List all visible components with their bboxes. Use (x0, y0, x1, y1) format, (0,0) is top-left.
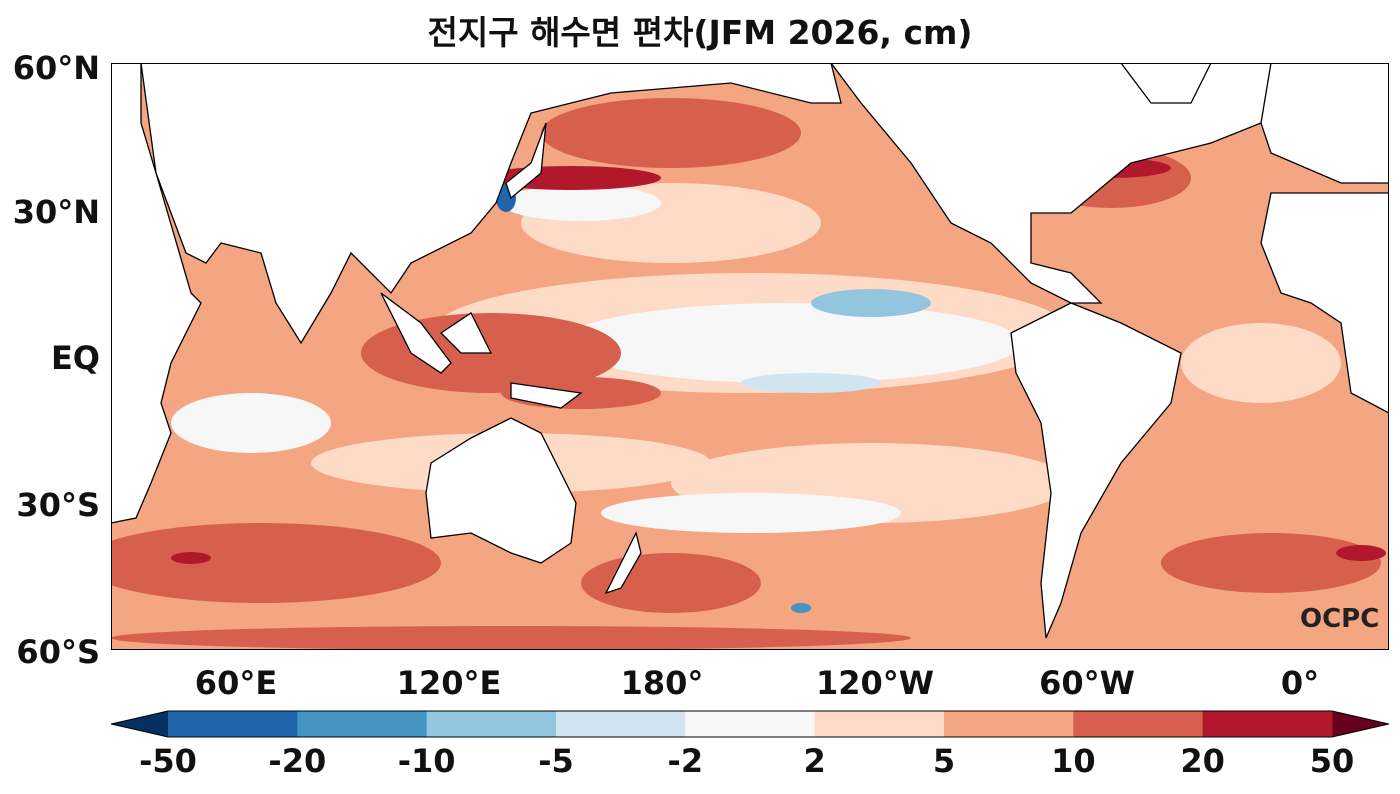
colorbar-bin (944, 711, 1074, 737)
land-japan (505, 122, 547, 200)
colorbar-tick-label: -50 (139, 742, 197, 780)
colorbar-tick-label: -5 (538, 742, 574, 780)
lon-label-180: 180° (620, 664, 704, 702)
lon-label-60e: 60°E (194, 664, 278, 702)
lon-label-60w: 60°W (1039, 664, 1135, 702)
lat-label-60s: 60°S (16, 633, 100, 671)
land-north-america (830, 63, 1292, 304)
land-south-america (1010, 302, 1182, 639)
land-greenland-europe (1120, 63, 1389, 184)
colorbar-tick-label: 10 (1051, 742, 1096, 780)
map-title: 전지구 해수면 편차(JFM 2026, cm) (427, 13, 973, 52)
colorbar-tick-label: -20 (268, 742, 327, 780)
colorbar-tick-label: -2 (667, 742, 704, 780)
land-masses (111, 63, 1389, 639)
land-africa-west (1260, 192, 1389, 414)
colorbar-bin (814, 711, 945, 737)
land-maritime-asia (380, 292, 583, 409)
colorbar-tick-label: -10 (397, 742, 456, 780)
colorbar-tick-label: 2 (803, 742, 826, 780)
lat-label-30n: 30°N (12, 193, 100, 231)
colorbar-bin (685, 711, 816, 737)
colorbar-bin (1202, 711, 1333, 737)
colorbar-bin (297, 711, 428, 737)
colorbar-tick-label: 50 (1309, 742, 1355, 780)
lat-label-eq: EQ (50, 339, 100, 377)
colorbar-tick-label: 20 (1180, 742, 1225, 780)
colorbar-bin (168, 711, 298, 737)
ocpc-credit: OCPC (1300, 604, 1380, 634)
lon-label-0: 0° (1280, 664, 1320, 702)
lat-label-30s: 30°S (16, 486, 100, 524)
lon-label-120e: 120°E (396, 664, 502, 702)
sea-level-anomaly-map (111, 63, 1389, 650)
lon-label-120w: 120°W (815, 664, 935, 702)
map-frame (111, 63, 1389, 650)
land-eurasia (140, 63, 842, 345)
colorbar-outline (111, 710, 1389, 738)
land-australia (425, 417, 577, 564)
colorbar-bin (556, 711, 686, 737)
land-new-zealand (604, 531, 642, 595)
land-africa-east (111, 63, 202, 524)
colorbar (111, 710, 1389, 738)
colorbar-bin (426, 711, 557, 737)
colorbar-tick-label: 5 (932, 742, 956, 780)
lat-label-60n: 60°N (12, 49, 100, 87)
colorbar-bin (1073, 711, 1204, 737)
colorbar-extend-high (1332, 711, 1389, 737)
colorbar-extend-low (111, 711, 168, 737)
